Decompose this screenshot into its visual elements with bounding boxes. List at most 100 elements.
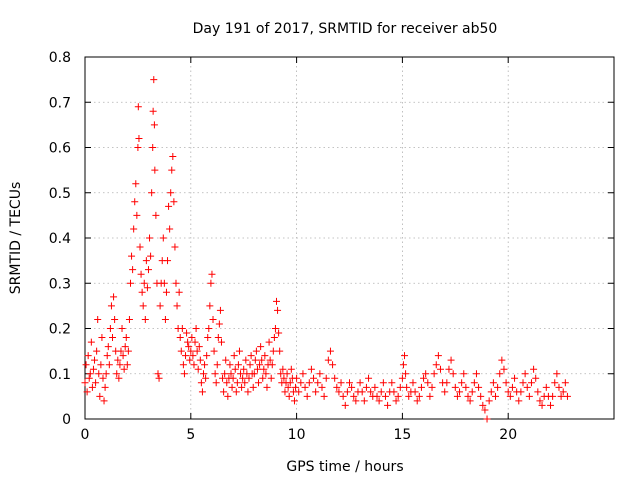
data-point [527,379,535,387]
data-point [126,279,134,287]
data-point [401,352,409,360]
data-point [403,383,411,391]
data-point [367,388,375,396]
data-point [496,370,504,378]
data-point [432,361,440,369]
data-point [464,392,472,400]
data-point [337,379,345,387]
data-point [223,379,231,387]
data-point [111,315,119,323]
data-point [358,388,366,396]
data-point [144,266,152,274]
data-point [371,383,379,391]
data-point [246,361,254,369]
data-point [192,325,200,332]
data-point [176,334,184,342]
data-point [377,388,385,396]
data-point [119,352,127,360]
data-point [131,198,139,206]
data-point [504,388,512,396]
data-point [530,365,538,373]
data-point [468,388,476,396]
x-tick-label: 20 [499,427,517,443]
data-point [339,392,347,400]
data-point [165,202,173,210]
data-point [563,392,571,400]
data-point [430,370,438,378]
data-point [318,383,326,391]
data-point [265,338,273,346]
data-point [329,361,337,369]
y-tick-label: 0.3 [49,276,71,292]
data-point [156,302,164,310]
x-tick-label: 0 [81,427,90,443]
data-point [249,383,257,391]
data-point [449,370,457,378]
data-point [434,352,442,360]
data-point [394,392,402,400]
data-point [118,325,126,332]
data-point [150,76,158,84]
data-point [445,365,453,373]
data-point [202,374,210,382]
data-point [106,325,114,332]
data-point [84,352,92,360]
data-point [86,370,94,378]
data-point [231,365,239,373]
data-point [222,356,230,364]
data-point [168,166,176,174]
data-point [277,370,285,378]
data-point [301,383,309,391]
data-point [224,392,232,400]
data-point [519,379,527,387]
x-tick-label: 10 [288,427,306,443]
data-point [290,397,298,405]
data-point [182,352,190,360]
data-point [489,379,497,387]
data-point [481,406,489,414]
x-tick-label: 5 [186,427,195,443]
data-point [551,379,559,387]
data-point [350,392,358,400]
data-point [398,374,406,382]
data-point [331,374,339,382]
data-point [210,347,218,355]
data-point [250,370,258,378]
data-point [390,388,398,396]
data-point [335,388,343,396]
data-point [256,361,264,369]
data-point [172,279,180,287]
data-point [472,370,480,378]
data-point [128,252,136,260]
data-point [324,356,332,364]
data-point [188,334,196,342]
data-point [384,401,392,409]
data-point [466,397,474,405]
data-point [206,302,214,310]
data-point [146,234,154,242]
data-point [139,302,147,310]
data-point [104,343,112,351]
data-point [199,370,207,378]
data-point [402,370,410,378]
data-point [82,361,90,369]
data-point [204,334,212,342]
data-point [134,144,142,151]
data-point [147,252,155,260]
data-point [228,383,236,391]
data-point [305,379,313,387]
data-point [220,388,228,396]
data-point [140,279,148,287]
data-point [208,270,216,278]
data-point [226,361,234,369]
data-point [125,315,133,323]
data-point [534,388,542,396]
data-point [508,383,516,391]
data-point [120,365,128,373]
data-point [494,383,502,391]
data-point [191,338,199,346]
data-point [201,361,209,369]
data-point [346,379,353,387]
data-point [161,315,169,323]
data-point [194,365,202,373]
